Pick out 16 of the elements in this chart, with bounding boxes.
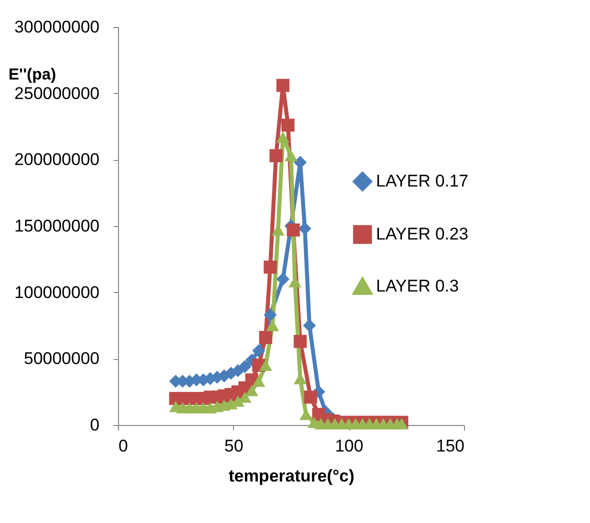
legend-label: LAYER 0.3: [376, 276, 459, 296]
x-tick-label: 150: [436, 436, 464, 456]
x-tick-label: 100: [334, 436, 364, 456]
y-tick-label: 300000000: [14, 18, 100, 36]
legend-label: LAYER 0.23: [376, 224, 468, 244]
y-tick-label: 100000000: [14, 282, 100, 302]
y-axis-title: E''(pa): [8, 66, 56, 84]
y-tick-label: 0: [90, 416, 100, 434]
x-axis-title: temperature(°c): [228, 466, 354, 486]
y-tick-label: 250000000: [14, 84, 100, 103]
y-tick-label: 200000000: [14, 150, 100, 170]
x-tick-label: 0: [118, 436, 128, 456]
y-tick-label: 50000000: [24, 349, 100, 368]
x-tick-label: 50: [224, 436, 244, 456]
legend-label: LAYER 0.17: [376, 172, 468, 190]
y-tick-label: 150000000: [14, 216, 100, 236]
